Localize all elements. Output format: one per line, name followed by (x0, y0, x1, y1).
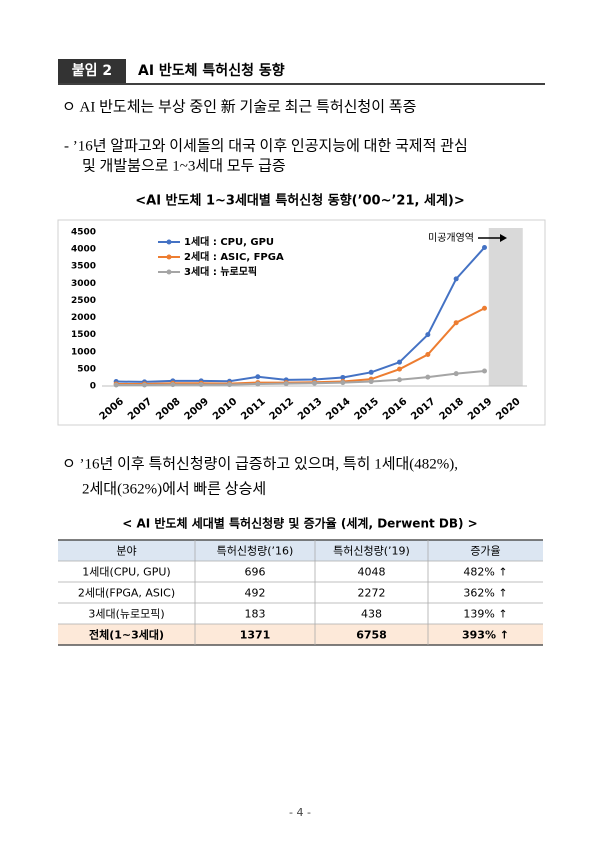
undisclosed-area (488, 228, 523, 386)
bullet: 2세대(362%)에서 빠른 상승세 (82, 480, 266, 497)
y-tick-label: 3000 (71, 279, 96, 289)
chart-frame (57, 219, 546, 426)
table-row (58, 540, 543, 561)
point (142, 382, 147, 388)
table-header-cell: 특허신청량(’19) (333, 545, 410, 558)
point (170, 382, 176, 388)
sub-bullet: 및 개발붐으로 1~3세대 모두 급증 (82, 157, 286, 174)
table-cell: 393% ↑ (462, 629, 509, 642)
bullet: ㅇ ’16년 이후 특허신청량이 급증하고 있으며, 특히 1세대(482%), (62, 455, 458, 472)
table-cell: 482% ↑ (463, 566, 507, 579)
y-tick-label: 1000 (71, 347, 96, 357)
table-cell: 2272 (358, 587, 386, 600)
y-tick-label: 0 (90, 382, 96, 392)
point (227, 382, 232, 388)
legend-label: 1세대 : CPU, GPU (184, 235, 274, 248)
table-row (58, 603, 543, 624)
heading: AI 반도체 특허신청 동향 (138, 62, 285, 79)
arrow-head (500, 234, 507, 242)
table-cell: 전체(1~3세대) (89, 628, 164, 642)
table-cell: 2세대(FPGA, ASIC) (78, 587, 175, 600)
y-tick-label: 1500 (71, 330, 96, 340)
table-header-cell: 특허신청량(’16) (217, 545, 294, 558)
legend-label: 2세대 : ASIC, FPGA (184, 250, 284, 263)
y-tick-label: 2000 (71, 313, 96, 323)
table-row (58, 582, 543, 603)
table-cell: 1세대(CPU, GPU) (82, 566, 170, 579)
point (425, 332, 431, 338)
point (425, 352, 431, 358)
point (482, 305, 487, 311)
table-header-cell: 분야 (116, 545, 136, 558)
point (340, 380, 346, 386)
table-cell: 6758 (356, 629, 387, 642)
point (340, 374, 346, 380)
legend-marker (166, 239, 172, 245)
y-tick-label: 2500 (71, 296, 96, 306)
point (255, 374, 261, 380)
table-cell: 438 (361, 608, 382, 621)
point (312, 380, 317, 386)
chart-title: <AI 반도체 1~3세대별 특허신청 동향(’00~’21, 세계)> (135, 193, 465, 209)
point (397, 366, 402, 372)
point (198, 382, 204, 388)
y-tick-label: 4500 (71, 228, 96, 238)
y-tick-label: 500 (77, 364, 96, 374)
series-line (116, 307, 485, 385)
table-header-cell: 증가율 (470, 545, 500, 558)
point (397, 377, 402, 383)
point (482, 368, 487, 374)
table-row (58, 561, 543, 582)
y-tick-label: 3500 (71, 262, 96, 272)
point (368, 379, 374, 385)
annotation: 미공개영역 (428, 232, 474, 244)
point (453, 371, 459, 377)
point (453, 276, 459, 282)
table-cell: 1371 (240, 629, 271, 642)
table-cell: 3세대(뉴로모픽) (88, 608, 164, 621)
table-cell: 4048 (358, 566, 386, 579)
point (425, 374, 431, 380)
table-cell: 696 (245, 566, 266, 579)
page-number: - 4 - (289, 806, 311, 819)
table-cell: 139% ↑ (463, 608, 507, 621)
tag: 붙임 2 (72, 63, 112, 79)
point (482, 244, 487, 250)
y-tick-label: 4000 (71, 245, 96, 255)
point (255, 381, 261, 387)
bullet: ㅇ AI 반도체는 부상 중인 新 기술로 최근 특허신청이 폭증 (62, 98, 416, 115)
point (283, 381, 289, 387)
point (113, 382, 119, 388)
table-cell: 362% ↑ (463, 587, 507, 600)
tag-box (58, 59, 126, 83)
legend-marker (166, 269, 172, 275)
point (368, 369, 374, 375)
legend-marker (166, 254, 172, 260)
series-line (116, 370, 485, 386)
point (453, 320, 459, 326)
table-cell: 183 (245, 608, 266, 621)
legend-label: 3세대 : 뉴로모픽 (184, 265, 257, 278)
table-title: < AI 반도체 세대별 특허신청량 및 증가율 (세계, Derwent DB… (122, 516, 477, 531)
series-line (116, 246, 486, 383)
sub-bullet: - ’16년 알파고와 이세돌의 대국 이후 인공지능에 대한 국제적 관심 (64, 137, 468, 154)
point (397, 359, 402, 365)
table-cell: 492 (245, 587, 266, 600)
table-row (58, 624, 543, 645)
